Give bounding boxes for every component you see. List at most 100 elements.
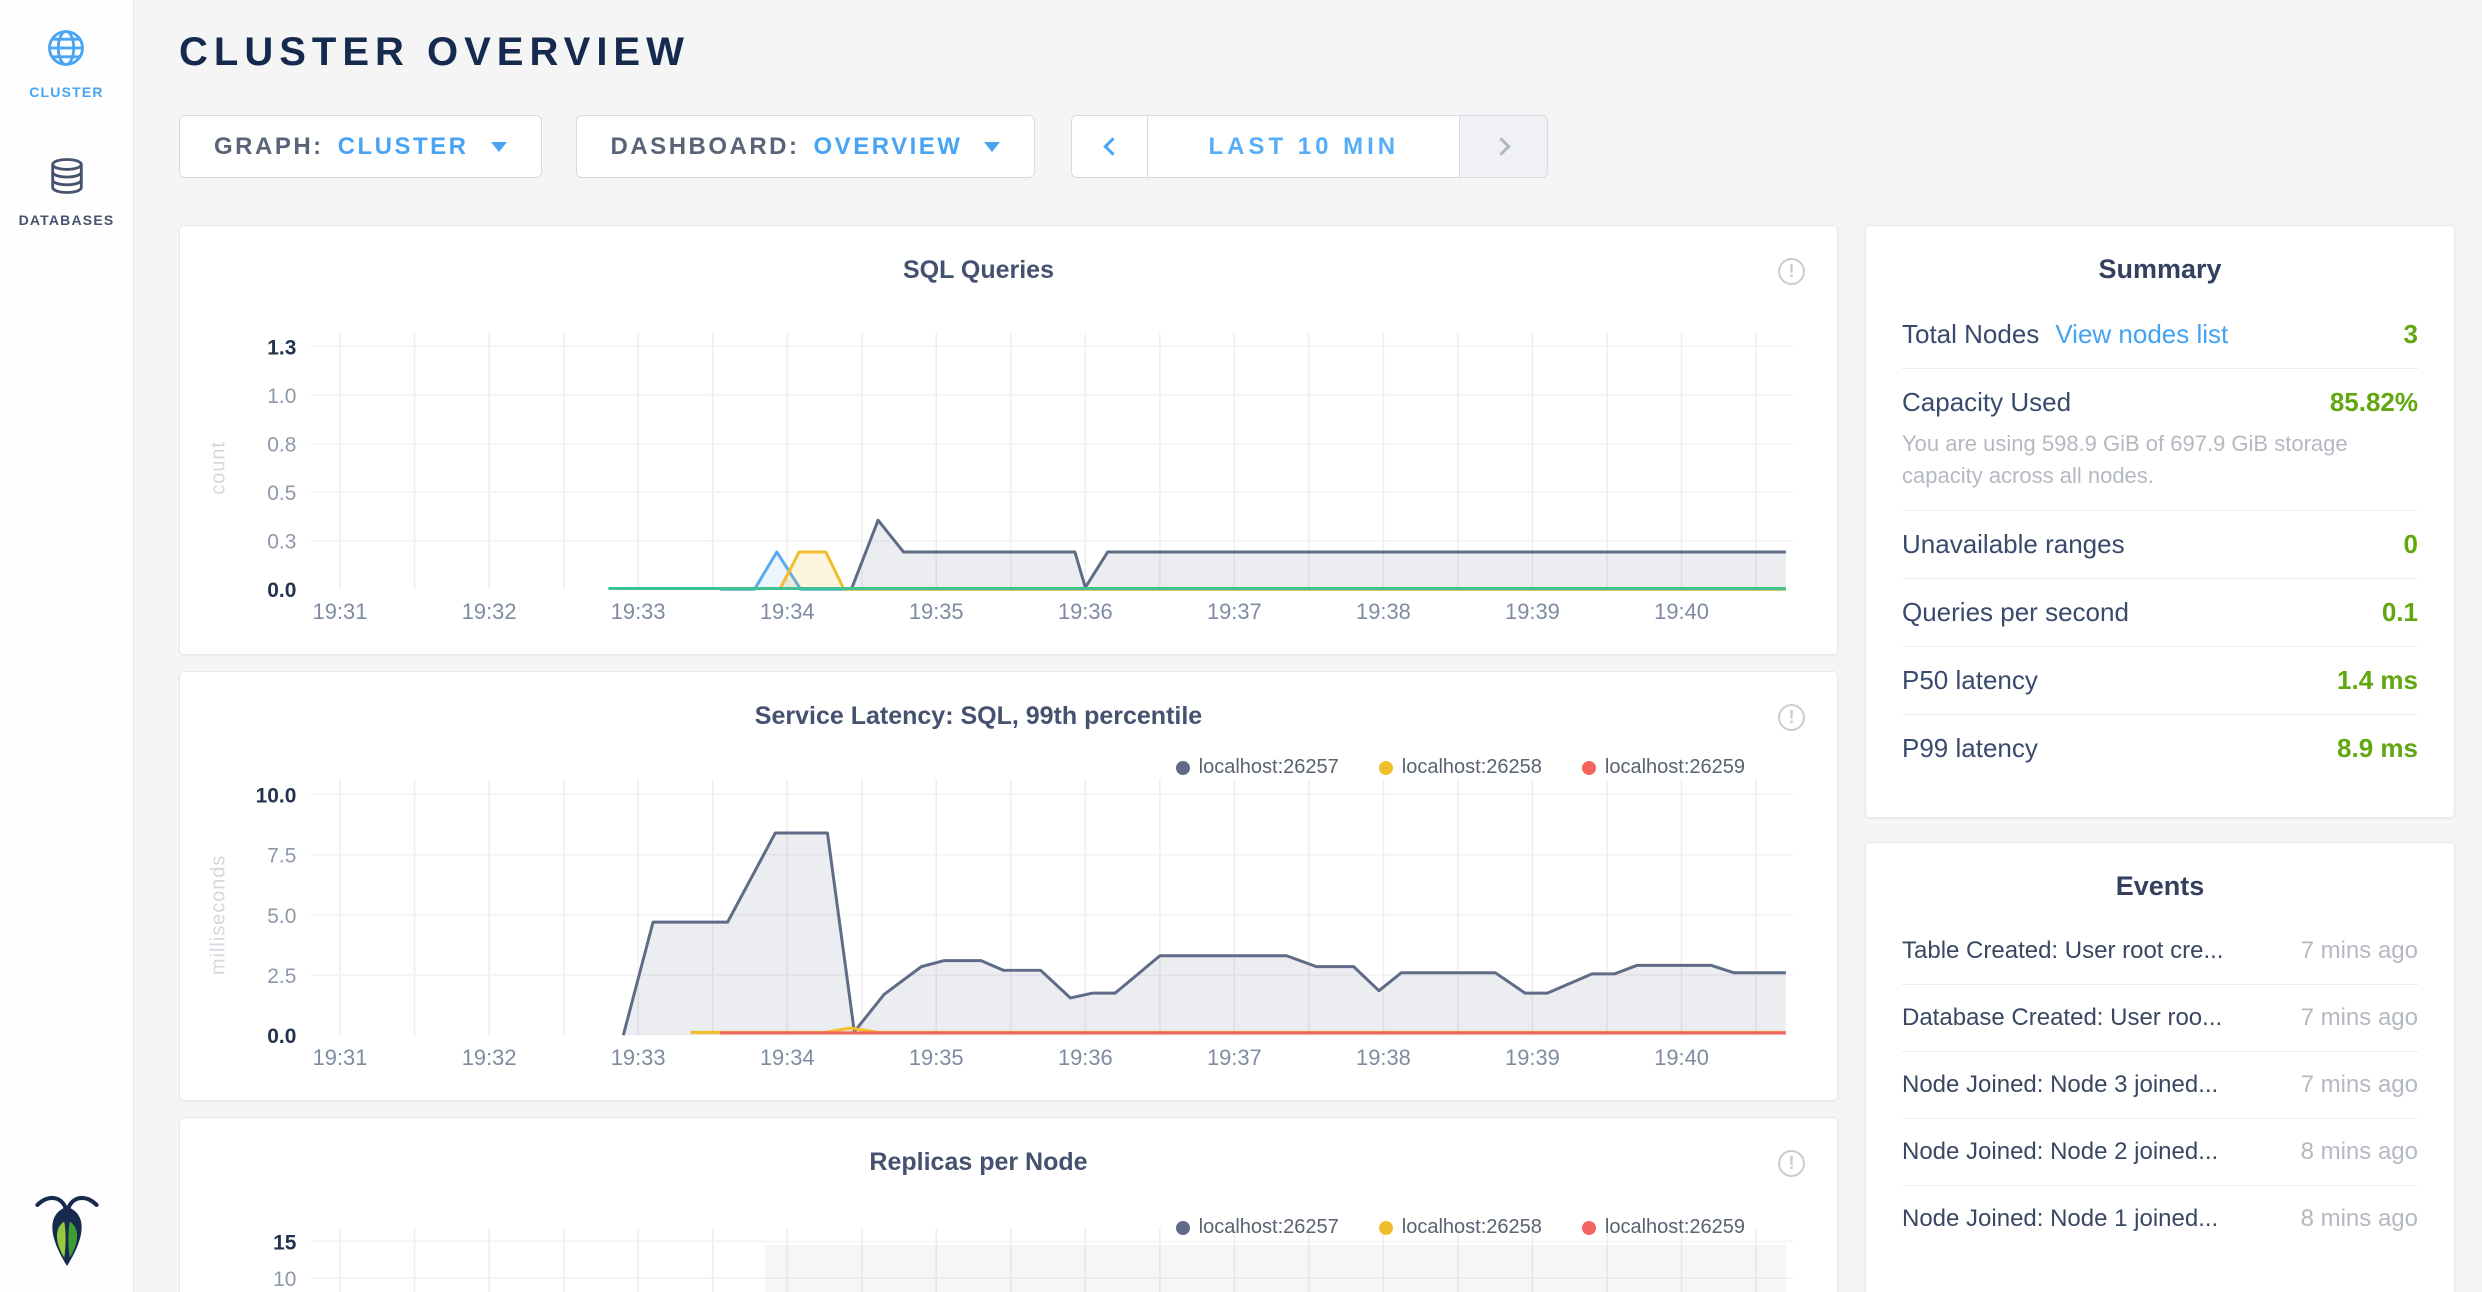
svg-text:19:38: 19:38 <box>1356 599 1411 624</box>
event-row[interactable]: Node Joined: Node 3 joined... 7 mins ago <box>1902 1052 2418 1119</box>
event-row[interactable]: Database Created: User roo... 7 mins ago <box>1902 985 2418 1052</box>
legend-item[interactable]: localhost:26259 <box>1582 1216 1745 1239</box>
summary-row-label: Unavailable ranges <box>1902 529 2125 560</box>
dashboard-dropdown[interactable]: DASHBOARD: OVERVIEW <box>576 115 1036 178</box>
chart-title: Replicas per Node <box>180 1148 1777 1177</box>
svg-text:0.3: 0.3 <box>267 531 296 554</box>
summary-row-value: 3 <box>2404 319 2418 350</box>
summary-row-queries-per-second: Queries per second 0.1 <box>1902 579 2418 647</box>
time-prev-button[interactable] <box>1072 116 1148 177</box>
cockroach-logo-icon <box>30 1189 104 1274</box>
svg-text:0.5: 0.5 <box>267 482 296 505</box>
page-title: CLUSTER OVERVIEW <box>179 30 2458 75</box>
chart-legend: localhost:26257 localhost:26258 localhost:… <box>1176 756 1745 779</box>
legend-item[interactable]: localhost:26258 <box>1379 756 1542 779</box>
svg-text:19:32: 19:32 <box>462 599 517 624</box>
summary-row-value: 1.4 ms <box>2337 665 2418 696</box>
legend-dot-icon <box>1582 1221 1596 1235</box>
view-nodes-link[interactable]: View nodes list <box>2055 319 2228 350</box>
summary-row-label: Capacity Used <box>1902 387 2071 418</box>
svg-text:19:35: 19:35 <box>909 1045 964 1070</box>
time-range-label[interactable]: LAST 10 MIN <box>1148 116 1459 177</box>
svg-text:19:39: 19:39 <box>1505 599 1560 624</box>
svg-text:19:37: 19:37 <box>1207 599 1262 624</box>
event-text: Table Created: User root cre... <box>1902 937 2223 965</box>
legend-dot-icon <box>1379 761 1393 775</box>
sidebar-item-databases[interactable]: DATABASES <box>19 154 115 228</box>
svg-text:19:37: 19:37 <box>1207 1045 1262 1070</box>
event-text: Node Joined: Node 1 joined... <box>1902 1205 2218 1233</box>
svg-text:2.5: 2.5 <box>267 965 296 988</box>
charts-column: 0.00.30.50.81.01.319:3119:3219:3319:3419… <box>179 225 1838 1292</box>
events-panel: Events Table Created: User root cre... 7… <box>1865 842 2455 1292</box>
graph-dropdown-value: CLUSTER <box>338 133 469 161</box>
legend-item[interactable]: localhost:26258 <box>1379 1216 1542 1239</box>
chart-svg: 101519:3119:3219:3319:3419:3519:3619:371… <box>180 1118 1837 1292</box>
chart-legend: localhost:26257 localhost:26258 localhost:… <box>1176 1216 1745 1239</box>
svg-text:1.0: 1.0 <box>267 385 296 408</box>
svg-text:19:36: 19:36 <box>1058 1045 1113 1070</box>
summary-row-p50-latency: P50 latency 1.4 ms <box>1902 647 2418 715</box>
svg-text:19:32: 19:32 <box>462 1045 517 1070</box>
svg-text:5.0: 5.0 <box>267 905 296 928</box>
svg-text:count: count <box>208 441 230 495</box>
summary-row-label: Queries per second <box>1902 597 2129 628</box>
event-time: 8 mins ago <box>2301 1205 2418 1233</box>
event-row[interactable]: Table Created: User root cre... 7 mins a… <box>1902 918 2418 985</box>
event-time: 7 mins ago <box>2301 1004 2418 1032</box>
svg-text:19:36: 19:36 <box>1058 599 1113 624</box>
info-icon[interactable]: ! <box>1778 1150 1805 1177</box>
events-title: Events <box>1902 843 2418 902</box>
sidebar-item-label: DATABASES <box>19 212 115 228</box>
svg-text:19:35: 19:35 <box>909 599 964 624</box>
legend-item[interactable]: localhost:26259 <box>1582 756 1745 779</box>
legend-item[interactable]: localhost:26257 <box>1176 1216 1339 1239</box>
capacity-subtext: You are using 598.9 GiB of 697.9 GiB sto… <box>1902 428 2418 492</box>
dashboard-dropdown-value: OVERVIEW <box>814 133 963 161</box>
svg-text:19:31: 19:31 <box>313 1045 368 1070</box>
summary-row-value: 85.82% <box>2330 387 2418 418</box>
summary-row-unavailable-ranges: Unavailable ranges 0 <box>1902 511 2418 579</box>
summary-row-value: 0 <box>2404 529 2418 560</box>
svg-text:19:31: 19:31 <box>313 599 368 624</box>
time-next-button[interactable] <box>1459 116 1547 177</box>
summary-row-label: Total Nodes <box>1902 319 2039 350</box>
svg-text:19:38: 19:38 <box>1356 1045 1411 1070</box>
svg-text:0.8: 0.8 <box>267 434 296 457</box>
info-icon[interactable]: ! <box>1778 258 1805 285</box>
summary-title: Summary <box>1902 226 2418 285</box>
svg-text:19:34: 19:34 <box>760 1045 815 1070</box>
svg-text:10: 10 <box>273 1268 296 1291</box>
replicas-per-node-chart-panel: 101519:3119:3219:3319:3419:3519:3619:371… <box>179 1117 1838 1292</box>
svg-text:0.0: 0.0 <box>267 579 296 602</box>
time-range-selector: LAST 10 MIN <box>1071 115 1548 178</box>
svg-text:19:39: 19:39 <box>1505 1045 1560 1070</box>
legend-dot-icon <box>1379 1221 1393 1235</box>
graph-dropdown-label: GRAPH: <box>214 133 324 161</box>
sql-queries-chart-panel: 0.00.30.50.81.01.319:3119:3219:3319:3419… <box>179 225 1838 655</box>
summary-row-label: P99 latency <box>1902 733 2038 764</box>
event-row[interactable]: Node Joined: Node 1 joined... 8 mins ago <box>1902 1186 2418 1252</box>
info-icon[interactable]: ! <box>1778 704 1805 731</box>
legend-dot-icon <box>1176 1221 1190 1235</box>
sidebar-item-cluster[interactable]: CLUSTER <box>29 26 104 100</box>
svg-text:19:33: 19:33 <box>611 599 666 624</box>
summary-row-value: 0.1 <box>2382 597 2418 628</box>
chevron-down-icon <box>984 142 1000 152</box>
legend-item[interactable]: localhost:26257 <box>1176 756 1339 779</box>
svg-text:15: 15 <box>273 1231 297 1254</box>
event-time: 7 mins ago <box>2301 937 2418 965</box>
event-row[interactable]: Node Joined: Node 2 joined... 8 mins ago <box>1902 1119 2418 1186</box>
event-text: Database Created: User roo... <box>1902 1004 2222 1032</box>
svg-text:0.0: 0.0 <box>267 1025 296 1048</box>
legend-dot-icon <box>1582 761 1596 775</box>
controls-bar: GRAPH: CLUSTER DASHBOARD: OVERVIEW LAST … <box>179 115 2458 178</box>
dashboard-dropdown-label: DASHBOARD: <box>611 133 800 161</box>
chart-title: Service Latency: SQL, 99th percentile <box>180 702 1777 731</box>
svg-text:19:40: 19:40 <box>1654 599 1709 624</box>
right-column: Summary Total Nodes View nodes list 3 Ca… <box>1865 225 2455 1292</box>
summary-row-p99-latency: P99 latency 8.9 ms <box>1902 715 2418 782</box>
event-time: 8 mins ago <box>2301 1138 2418 1166</box>
summary-row-total-nodes: Total Nodes View nodes list 3 <box>1902 301 2418 369</box>
graph-dropdown[interactable]: GRAPH: CLUSTER <box>179 115 542 178</box>
